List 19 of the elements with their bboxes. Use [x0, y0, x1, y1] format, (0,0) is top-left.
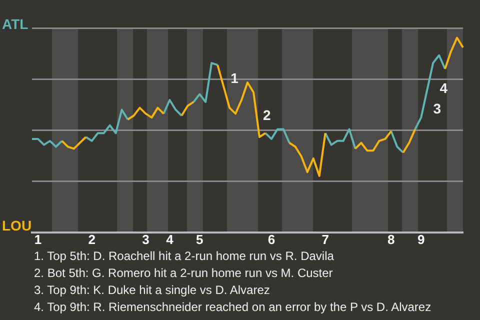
text: ATL — [2, 16, 29, 32]
text: LOU — [2, 217, 32, 234]
x-tick-label: 3 — [142, 232, 150, 247]
x-tick-label: 5 — [196, 232, 204, 247]
text: 2. Bot 5th: G. Romero hit a 2-run home run vs M. Custer — [34, 265, 334, 282]
annotation: 3 — [433, 100, 442, 117]
x-tick-label: 1 — [34, 232, 42, 247]
text: 3. Top 9th: K. Duke hit a single vs D. Alvarez — [34, 282, 271, 299]
annotation: 2 — [262, 106, 271, 123]
x-tick-label: 6 — [268, 232, 276, 247]
annotation: 4 — [440, 80, 448, 96]
x-tick-label: 7 — [322, 232, 329, 247]
x-tick-label: 2 — [88, 232, 96, 247]
annotation: 1 — [230, 70, 239, 86]
text: 4. Top 9th: R. Riemenschneider reached on an error by the P vs D. Alvarez — [34, 299, 432, 316]
text: 1. Top 5th: D. Roachell hit a 2-run home run vs R. Davila — [34, 248, 335, 265]
x-tick-label: 8 — [388, 232, 395, 247]
x-tick-label: 9 — [417, 232, 425, 247]
x-tick-label: 4 — [166, 232, 174, 247]
